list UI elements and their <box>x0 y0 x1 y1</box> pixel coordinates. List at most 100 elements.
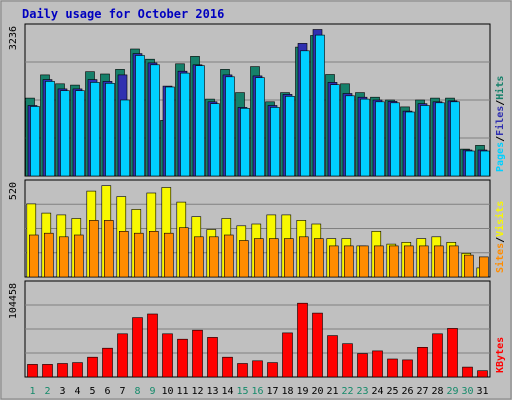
legend-files: Files <box>494 106 506 136</box>
bar-pages-day-18 <box>285 96 295 177</box>
bar-kbytes-day-30 <box>462 366 473 378</box>
x-label-day-11: 11 <box>176 386 188 397</box>
x-label-day-13: 13 <box>206 386 218 397</box>
bar-pages-day-5 <box>90 82 100 177</box>
x-label-day-20: 20 <box>311 386 323 397</box>
bar-pages-day-20 <box>315 34 325 177</box>
bar-pages-day-2 <box>45 81 55 177</box>
bar-pages-day-12 <box>195 65 205 177</box>
bar-kbytes-day-2 <box>42 364 53 378</box>
bar-sites-day-29 <box>448 245 459 278</box>
legend-separator: / <box>495 100 506 106</box>
bar-pages-day-29 <box>450 101 460 177</box>
chart-panels: 3236Pages/Files/Hits520Sites/Visits10445… <box>8 23 506 378</box>
bar-kbytes-day-14 <box>222 356 233 378</box>
legend-pages: Pages <box>495 142 506 172</box>
bar-pages-day-28 <box>435 102 445 177</box>
x-label-day-4: 4 <box>74 386 80 397</box>
x-label-day-6: 6 <box>104 386 110 397</box>
bars-visits-sites <box>26 185 489 278</box>
bar-kbytes-day-28 <box>432 333 443 378</box>
x-label-day-15: 15 <box>236 386 248 397</box>
bar-kbytes-day-19 <box>297 302 308 378</box>
bar-sites-day-6 <box>104 220 114 278</box>
bar-pages-day-27 <box>420 105 430 177</box>
bar-kbytes-day-6 <box>102 347 113 378</box>
bar-sites-day-11 <box>179 227 189 278</box>
bar-pages-day-26 <box>405 111 415 177</box>
bar-pages-day-19 <box>300 50 310 177</box>
x-label-day-18: 18 <box>281 386 293 397</box>
bars-hits-files-pages <box>25 29 490 177</box>
x-label-day-31: 31 <box>476 386 488 397</box>
x-label-day-8: 8 <box>134 386 140 397</box>
bar-kbytes-day-3 <box>57 363 68 378</box>
bar-sites-day-22 <box>343 245 354 278</box>
y-max-label: 3236 <box>8 26 19 50</box>
bar-kbytes-day-24 <box>372 350 383 378</box>
bar-kbytes-day-4 <box>72 362 83 378</box>
bar-kbytes-day-18 <box>282 332 293 378</box>
x-label-day-23: 23 <box>356 386 368 397</box>
bar-sites-day-10 <box>164 232 174 278</box>
bar-kbytes-day-11 <box>177 338 188 378</box>
bar-sites-day-27 <box>418 245 429 278</box>
bar-sites-day-13 <box>209 236 219 278</box>
x-label-day-1: 1 <box>29 386 35 397</box>
bar-pages-day-24 <box>375 101 385 177</box>
bar-kbytes-day-31 <box>477 370 488 378</box>
bar-sites-day-19 <box>298 236 309 278</box>
bar-kbytes-day-26 <box>402 359 413 378</box>
right-legend: KBytes <box>495 337 506 373</box>
bar-kbytes-day-29 <box>447 328 458 378</box>
bar-sites-day-7 <box>119 231 129 278</box>
panel-kbytes: 104458 KBytes <box>8 280 506 378</box>
x-label-day-9: 9 <box>149 386 155 397</box>
bar-kbytes-day-9 <box>147 313 158 378</box>
bar-sites-day-15 <box>239 240 249 278</box>
x-label-day-16: 16 <box>251 386 263 397</box>
bar-sites-day-16 <box>254 238 264 278</box>
bar-sites-day-30 <box>463 254 474 278</box>
bar-kbytes-day-15 <box>237 363 248 378</box>
bar-pages-day-4 <box>75 90 85 177</box>
x-label-day-26: 26 <box>401 386 413 397</box>
legend-kbytes: KBytes <box>495 337 506 373</box>
bar-sites-day-5 <box>89 220 99 278</box>
bar-sites-day-1 <box>28 234 39 278</box>
bar-pages-day-15 <box>240 108 250 177</box>
bar-pages-day-23 <box>360 98 370 177</box>
bar-kbytes-day-10 <box>162 333 173 378</box>
bar-kbytes-day-25 <box>387 358 398 378</box>
bar-pages-day-7 <box>120 99 130 177</box>
bar-pages-day-31 <box>480 150 490 177</box>
bar-kbytes-day-22 <box>342 343 353 378</box>
bar-sites-day-24 <box>373 245 384 278</box>
bar-sites-day-4 <box>74 234 84 278</box>
bar-sites-day-26 <box>403 245 414 278</box>
bar-pages-day-13 <box>210 103 220 177</box>
bar-pages-day-11 <box>180 72 190 177</box>
x-label-day-7: 7 <box>119 386 125 397</box>
right-legend: Pages/Files/Hits <box>494 76 506 172</box>
bar-kbytes-day-16 <box>252 360 263 378</box>
bar-sites-day-2 <box>43 232 54 278</box>
bar-sites-day-25 <box>388 245 399 278</box>
panel-visits-sites: 520 Sites/Visits <box>8 179 506 278</box>
bar-kbytes-day-1 <box>27 364 38 378</box>
bar-sites-day-14 <box>224 234 234 278</box>
x-label-day-25: 25 <box>386 386 398 397</box>
bar-kbytes-day-7 <box>117 333 128 378</box>
bar-kbytes-day-12 <box>192 329 203 378</box>
bar-sites-day-23 <box>358 245 369 278</box>
bar-sites-day-28 <box>433 245 444 278</box>
y-max-label: 520 <box>8 182 19 200</box>
bar-pages-day-1 <box>30 106 40 177</box>
bars-kbytes <box>27 302 488 378</box>
bar-sites-day-17 <box>268 238 279 278</box>
bar-sites-day-12 <box>194 236 204 278</box>
bar-kbytes-day-27 <box>417 346 428 378</box>
